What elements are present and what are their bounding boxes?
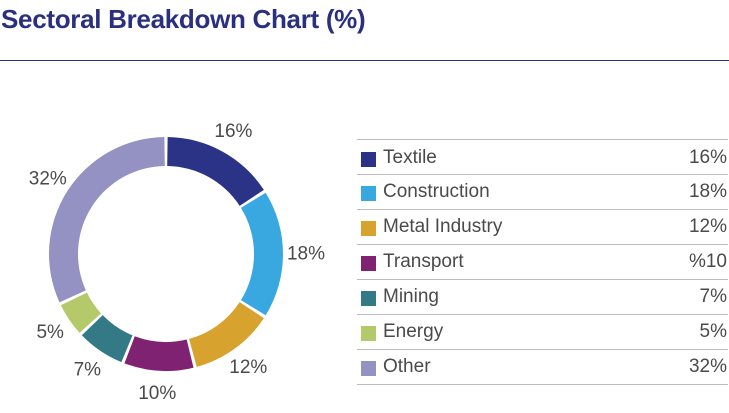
legend-swatch [361, 186, 376, 201]
slice-label-mining: 7% [74, 359, 102, 380]
legend-swatch [361, 256, 376, 271]
slice-transport [124, 336, 194, 372]
slice-textile [167, 137, 264, 206]
legend-swatch [361, 326, 376, 341]
legend: Textile 16% Construction 18% Metal Industry 1… [357, 139, 728, 385]
title-divider [0, 60, 729, 61]
donut-slices [48, 137, 283, 372]
slice-label-construction: 18% [287, 244, 325, 265]
legend-label: Other [383, 356, 431, 377]
slice-energy [60, 292, 102, 333]
chart-title: Sectoral Breakdown Chart (%) [1, 4, 366, 34]
legend-value: 18% [688, 181, 727, 202]
slice-label-other: 32% [29, 168, 67, 189]
legend-label: Mining [383, 286, 439, 307]
legend-label: Metal Industry [383, 216, 503, 237]
legend-row-energy: Energy 5% [357, 315, 728, 350]
legend-swatch [361, 291, 376, 306]
slice-label-energy: 5% [36, 322, 64, 343]
legend-row-construction: Construction 18% [357, 175, 728, 210]
legend-value: 7% [699, 286, 727, 307]
slice-label-textile: 16% [214, 121, 252, 142]
legend-label: Textile [383, 147, 437, 168]
slice-other [48, 137, 165, 303]
legend-value: 16% [688, 147, 727, 168]
slice-construction [240, 192, 283, 316]
legend-swatch [361, 221, 376, 236]
legend-row-metal-industry: Metal Industry 12% [357, 210, 728, 245]
legend-swatch [361, 152, 376, 167]
legend-value: %10 [688, 251, 727, 272]
legend-value: 12% [688, 216, 727, 237]
legend-label: Construction [383, 181, 490, 202]
slice-mining [81, 315, 133, 363]
legend-label: Transport [383, 251, 464, 272]
legend-value: 5% [699, 321, 727, 342]
donut-slice-labels: 16% 18% 12% 10% 7% 5% 32% [29, 121, 325, 404]
legend-row-textile: Textile 16% [357, 139, 728, 175]
slice-label-metal-industry: 12% [229, 357, 267, 378]
legend-row-transport: Transport %10 [357, 245, 728, 280]
legend-swatch [361, 361, 376, 376]
legend-label: Energy [383, 321, 444, 342]
legend-row-mining: Mining 7% [357, 280, 728, 315]
legend-value: 32% [688, 356, 727, 377]
slice-label-transport: 10% [138, 383, 176, 404]
slice-metal-industry [189, 302, 264, 367]
legend-row-other: Other 32% [357, 350, 728, 385]
